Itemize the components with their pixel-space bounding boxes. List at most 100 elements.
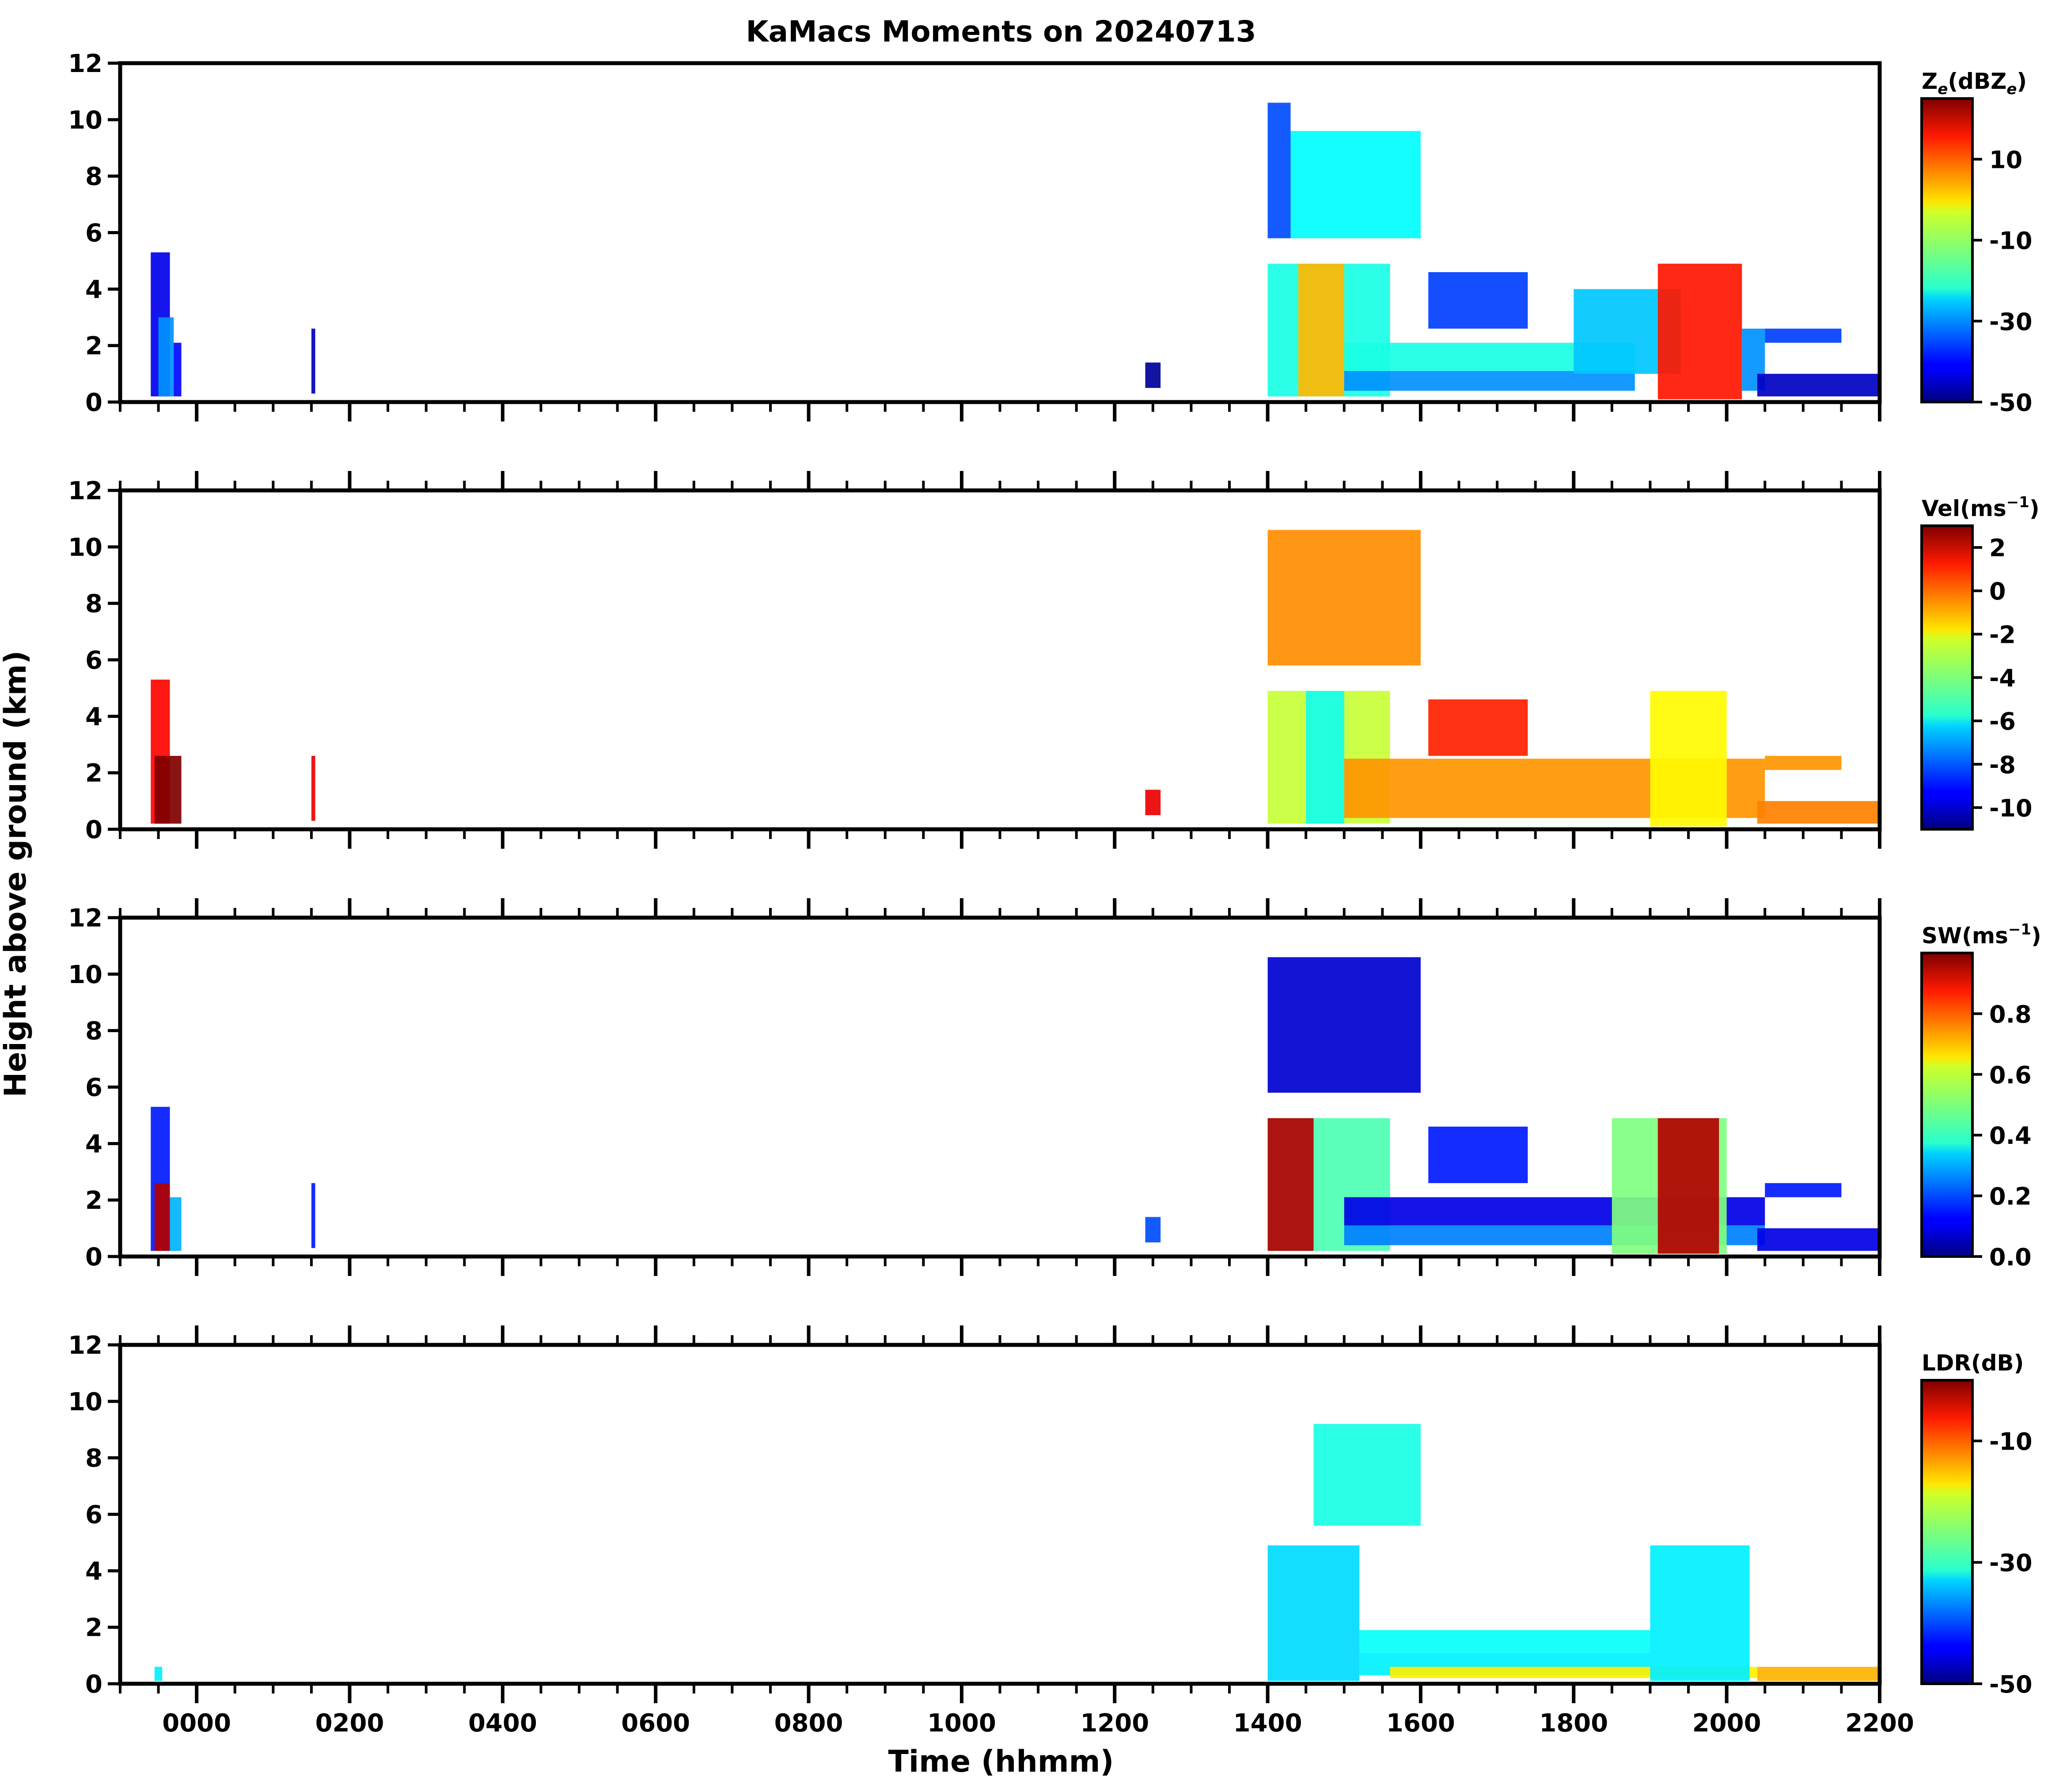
heatmap-region [1267, 1118, 1314, 1251]
colorbar-label: SW(ms−1) [1922, 921, 2041, 949]
colorbar-tick-label: -8 [1989, 751, 2016, 779]
heatmap-region [174, 342, 182, 397]
panel-ldr: 0 2 4 6 8 10 12 0000 0200 0400 0600 0800 1000 1200 140… [68, 1325, 2033, 1738]
heatmap-region [1290, 131, 1421, 239]
colorbar-tick-label: 0.4 [1989, 1122, 2032, 1150]
y-tick-label: 8 [85, 163, 102, 191]
heatmap-region [1657, 263, 1742, 399]
y-tick-label: 2 [85, 1614, 102, 1642]
y-tick-label: 10 [68, 961, 102, 989]
heatmap-region [1306, 691, 1344, 824]
colorbar-tick-label: 0.0 [1989, 1243, 2032, 1271]
y-axis-label: Height above ground (km) [0, 650, 33, 1097]
colorbar-frame [1920, 952, 1974, 1258]
y-tick-label: 4 [85, 702, 102, 731]
heatmap-region [1267, 957, 1421, 1093]
heatmap-region [158, 317, 174, 397]
heatmap-region [1657, 1118, 1719, 1254]
colorbar [1922, 99, 1972, 402]
heatmap-data [154, 1424, 1880, 1681]
heatmap-region [154, 1183, 170, 1251]
colorbar-label: Ze(dBZe) [1922, 68, 2027, 98]
heatmap-region [154, 756, 182, 824]
heatmap-region [1428, 699, 1528, 756]
x-tick-label: 2200 [1845, 1709, 1914, 1738]
colorbar-tick-label: -4 [1989, 664, 2016, 692]
heatmap-data [151, 103, 1880, 399]
x-tick-label: 0400 [468, 1709, 537, 1738]
heatmap-region [311, 756, 315, 821]
colorbar-tick-label: -50 [1989, 389, 2033, 417]
colorbar-tick-label: 10 [1989, 146, 2022, 174]
heatmap-region [1757, 1667, 1880, 1681]
y-tick-label: 0 [85, 388, 102, 417]
heatmap-region [1145, 362, 1161, 388]
heatmap-region [1428, 272, 1528, 329]
colorbar-tick-label: -10 [1989, 1428, 2033, 1455]
heatmap-region [311, 1183, 315, 1248]
y-tick-label: 6 [85, 1074, 102, 1102]
colorbar-tick-label: 2 [1989, 534, 2006, 562]
heatmap-region [1757, 1228, 1880, 1251]
colorbar-tick-label: 0.6 [1989, 1061, 2032, 1089]
y-tick-label: 4 [85, 275, 102, 304]
panel-vel: 0 2 4 6 8 10 12 2 0 -2 -4 -6 -8 -10 Vel(ms−1) [68, 471, 2040, 849]
colorbar-tick-label: 0 [1989, 577, 2006, 605]
x-tick-label: 1400 [1233, 1709, 1302, 1738]
y-tick-label: 8 [85, 1444, 102, 1473]
y-tick-label: 10 [68, 1388, 102, 1416]
colorbar-tick-label: -10 [1989, 227, 2033, 255]
x-tick-label: 1600 [1386, 1709, 1455, 1738]
colorbar [1922, 1380, 1972, 1684]
colorbar [1922, 953, 1972, 1257]
panels: 0 2 4 6 8 10 12 10 -10 -30 -50 Ze(dBZe) 0 2 4 6 8 10 12 2 0 -… [68, 49, 2041, 1738]
y-tick-label: 10 [68, 106, 102, 135]
heatmap-region [1765, 328, 1842, 343]
x-tick-label: 0600 [621, 1709, 690, 1738]
colorbar-label: LDR(dB) [1922, 1350, 2024, 1376]
colorbar-frame [1920, 97, 1974, 403]
y-tick-label: 4 [85, 1557, 102, 1586]
heatmap-data [151, 957, 1880, 1254]
y-tick-label: 0 [85, 1243, 102, 1272]
heatmap-region [154, 1667, 163, 1681]
y-tick-label: 12 [68, 49, 102, 78]
heatmap-region [1313, 1424, 1421, 1526]
heatmap-region [1757, 801, 1880, 824]
x-tick-label: 2000 [1692, 1709, 1761, 1738]
y-tick-label: 0 [85, 1670, 102, 1699]
x-tick-label: 0000 [162, 1709, 231, 1738]
x-tick-label: 1000 [927, 1709, 996, 1738]
x-tick-label: 1200 [1080, 1709, 1149, 1738]
y-tick-label: 8 [85, 590, 102, 619]
x-tick-label: 1800 [1539, 1709, 1608, 1738]
y-tick-label: 2 [85, 1186, 102, 1215]
colorbar-tick-label: -30 [1989, 1549, 2033, 1577]
heatmap-region [1267, 1545, 1360, 1681]
heatmap-region [1428, 1126, 1528, 1183]
colorbar-tick-label: -2 [1989, 621, 2016, 649]
y-tick-label: 2 [85, 759, 102, 788]
y-tick-label: 8 [85, 1017, 102, 1046]
x-tick-label: 0800 [774, 1709, 843, 1738]
colorbar-tick-label: -30 [1989, 308, 2033, 336]
heatmap-region [1298, 263, 1344, 397]
y-tick-label: 0 [85, 816, 102, 844]
heatmap-region [1267, 530, 1421, 666]
y-tick-label: 6 [85, 646, 102, 675]
y-tick-label: 2 [85, 332, 102, 361]
colorbar-label: Vel(ms−1) [1922, 494, 2040, 521]
colorbar-tick-label: 0.8 [1989, 1000, 2032, 1028]
panel-sw: 0 2 4 6 8 10 12 0.8 0.6 0.4 0.2 0.0 SW(ms−1) [68, 898, 2041, 1276]
y-tick-label: 4 [85, 1130, 102, 1158]
heatmap-region [1359, 1630, 1650, 1653]
colorbar-tick-label: -50 [1989, 1671, 2033, 1698]
heatmap-region [1344, 371, 1635, 391]
y-tick-label: 12 [68, 1331, 102, 1360]
heatmap-region [1757, 374, 1880, 397]
y-tick-label: 12 [68, 904, 102, 933]
colorbar-tick-label: -6 [1989, 708, 2016, 736]
panel-ze: 0 2 4 6 8 10 12 10 -10 -30 -50 Ze(dBZe) [68, 49, 2033, 421]
colorbar-frame [1920, 1379, 1974, 1685]
